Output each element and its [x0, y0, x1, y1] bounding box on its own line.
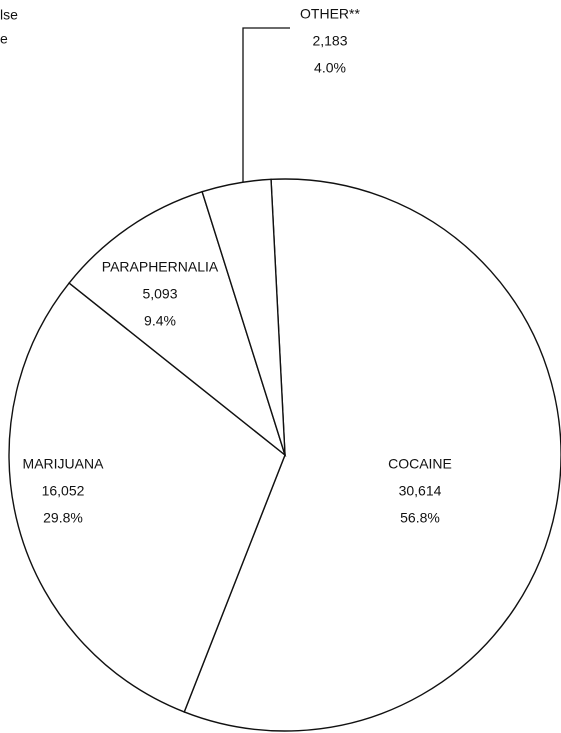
pie-slice: [68, 190, 287, 457]
percent-label: 9.4%: [144, 313, 176, 329]
title-fragment: e: [0, 31, 8, 47]
leader-line: [242, 27, 290, 190]
slice-label: PARAPHERNALIA: [102, 259, 219, 275]
percent-label: 56.8%: [400, 510, 440, 526]
percent-label: 29.8%: [43, 510, 83, 526]
value-label: 16,052: [42, 483, 85, 499]
value-label: 2,183: [312, 33, 347, 49]
percent-label: 4.0%: [314, 60, 346, 76]
slice-label: MARIJUANA: [23, 456, 105, 472]
slice-label: OTHER**: [300, 6, 360, 22]
pie-slice: [201, 178, 286, 456]
slice-label: COCAINE: [388, 456, 452, 472]
pie-slice: [8, 282, 286, 713]
title-fragment: lse: [0, 7, 18, 23]
value-label: 30,614: [399, 483, 442, 499]
value-label: 5,093: [142, 286, 177, 302]
